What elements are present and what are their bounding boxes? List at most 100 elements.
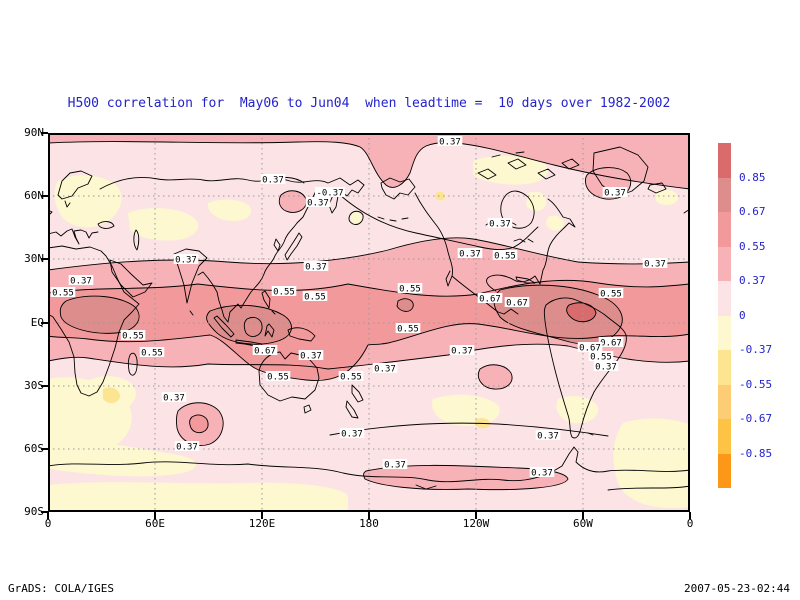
lon-tick-label: 180	[359, 517, 379, 530]
lat-tick-mark	[41, 195, 48, 198]
contour-label-box	[593, 361, 619, 371]
contour-label-box	[437, 136, 463, 146]
contour-label-box	[487, 218, 513, 228]
contour-label: 0.55	[304, 293, 326, 303]
contour-label-box	[68, 275, 94, 285]
contour-label-box	[535, 430, 561, 440]
contour-label: 0.37	[70, 277, 92, 287]
contour-label: 0.37	[384, 461, 406, 471]
colorbar-label: -0.67	[739, 412, 773, 425]
contour-label-box	[588, 351, 614, 361]
colorbar-segment	[718, 177, 731, 212]
lon-tick-label: 60W	[573, 517, 593, 530]
contour-label: 0.55	[397, 325, 419, 335]
plot-title: H500 correlation for May06 to Jun04 when…	[67, 96, 671, 111]
contour-label: 0.37	[489, 220, 511, 230]
contour-label: 0.37	[374, 365, 396, 375]
map-plot: 0.37 0.37 -0.37 0.37 0.37 0.37 0.37 0.55 0.37 0.3…	[47, 133, 691, 512]
contour-label: 0.37	[644, 260, 666, 270]
contour-label: 0.37	[595, 363, 617, 373]
lon-tick-label: 0	[44, 517, 52, 530]
colorbar-label: -0.37	[739, 343, 773, 356]
contour-label-box	[492, 250, 518, 260]
contour-label-box	[477, 293, 503, 303]
contour-label: 0.55	[494, 252, 516, 262]
contour-label-box	[315, 187, 345, 197]
contour-label-box	[602, 187, 628, 197]
contour-label-box	[260, 174, 286, 184]
contour-label: 0.37	[439, 138, 461, 148]
contour-label: 0.55	[273, 288, 295, 298]
contour-label-box	[598, 288, 624, 298]
contour-label-box	[50, 287, 76, 297]
colorbar-label: 0.55	[739, 239, 766, 253]
gridlines	[48, 133, 690, 512]
lon-tick-label: 120E	[248, 517, 276, 530]
lat-tick-mark	[41, 384, 48, 387]
contour-label: 0.37	[305, 263, 327, 273]
lat-tick-mark	[41, 132, 48, 134]
lat-tick-mark	[41, 258, 48, 261]
contour-label: 0.37	[604, 189, 626, 199]
contour-labels: 0.370.37-0.370.370.370.370.370.550.370.3…	[50, 136, 668, 479]
timestamp: 2007-05-23-02:44	[684, 582, 790, 595]
contour-label: 0.37	[262, 176, 284, 186]
negative-anomaly-fills	[48, 155, 690, 512]
contour-label-box	[395, 323, 421, 333]
lat-tick-label: 30N	[24, 252, 44, 266]
colorbar-segment	[718, 315, 731, 350]
lat-tick-label: 30S	[24, 378, 44, 392]
lat-tick-label: 60N	[24, 189, 44, 203]
contour-label-box	[174, 441, 200, 451]
contour-label-box	[305, 197, 331, 207]
colorbar-segment	[718, 350, 731, 385]
contour-label-box	[529, 467, 555, 477]
contour-label: 0.67	[579, 344, 601, 354]
contour-label: 0.67	[600, 339, 622, 349]
colorbar-label: 0	[739, 308, 746, 322]
contour-label: 0.37	[537, 432, 559, 442]
contour-label: 0.37	[176, 443, 198, 453]
colorbar-segment	[718, 453, 731, 488]
lon-tick-mark	[368, 512, 370, 519]
contour-label-box	[303, 261, 329, 271]
lon-tick-label: 0	[686, 517, 694, 530]
contour-label-box	[382, 459, 408, 469]
contour-label: 0.67	[254, 347, 276, 357]
lat-tick-label: EQ	[30, 315, 44, 329]
colorbar-label: 0.67	[739, 205, 766, 218]
lon-tick-label: 60E	[145, 517, 165, 530]
colorbar-segment	[718, 246, 731, 281]
contour-label: 0.55	[52, 289, 74, 299]
lon-tick-mark	[260, 512, 263, 519]
lon-tick-mark	[47, 512, 49, 519]
contour-label-box	[252, 345, 278, 355]
contour-label: 0.67	[479, 295, 501, 305]
contour-label-box	[173, 254, 199, 264]
lat-tick-mark	[41, 321, 48, 324]
lat-tick-mark	[41, 447, 48, 450]
contour-label-box	[449, 345, 475, 355]
grads-credit: GrADS: COLA/IGES	[8, 582, 114, 595]
lon-tick-mark	[581, 512, 584, 519]
contour-label: 0.55	[399, 285, 421, 295]
contour-label: 0.55	[340, 373, 362, 383]
lon-tick-mark	[475, 512, 478, 519]
colorbar-label: -0.55	[739, 377, 773, 391]
contour-label-box	[120, 330, 146, 340]
lon-tick-mark	[689, 512, 691, 519]
contour-label-box	[397, 283, 423, 293]
colorbar-label: -0.85	[739, 446, 773, 460]
colorbar-segment	[718, 143, 731, 178]
contour-label: 0.55	[141, 349, 163, 359]
contour-label: 0.37	[307, 199, 329, 209]
contour-label-box	[598, 337, 624, 347]
contour-label: 0.55	[590, 353, 612, 363]
contour-label: 0.37	[175, 256, 197, 266]
world-correlation-map: 0.370.37-0.370.370.370.370.370.550.370.3…	[47, 133, 691, 512]
contour-label-box	[504, 297, 530, 307]
lat-tick-mark	[41, 511, 48, 513]
contour-label-box	[372, 363, 398, 373]
colorbar-legend: 0.85 0.67 0.55 0.37 0 -0.37 -0.55 -0.67 -0.85	[718, 143, 798, 488]
contour-label: 0.37	[341, 430, 363, 440]
